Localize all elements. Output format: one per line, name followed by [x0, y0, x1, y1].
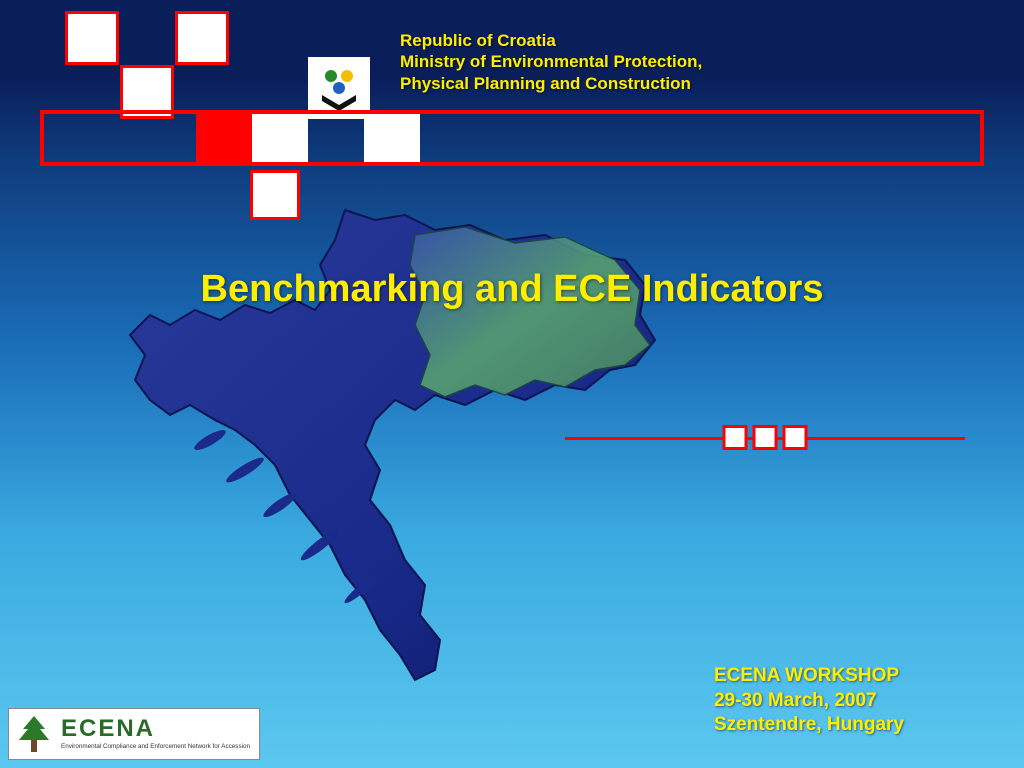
- header-line3: Physical Planning and Construction: [400, 73, 702, 94]
- checker-square: [65, 11, 119, 65]
- ministry-icon: [316, 65, 362, 111]
- header-line1: Republic of Croatia: [400, 30, 702, 51]
- footer-text: ECENA WORKSHOP 29-30 March, 2007 Szenten…: [714, 664, 904, 738]
- slide: Republic of Croatia Ministry of Environm…: [0, 0, 1024, 768]
- ecena-acronym: ECENA: [61, 717, 250, 741]
- footer-line2: 29-30 March, 2007: [714, 689, 904, 714]
- divider: [565, 425, 965, 453]
- ecena-logo: ECENA Environmental Compliance and Enfor…: [8, 708, 260, 760]
- divider-square: [723, 425, 748, 450]
- divider-square: [783, 425, 808, 450]
- footer-line1: ECENA WORKSHOP: [714, 664, 904, 689]
- divider-square: [753, 425, 778, 450]
- ecena-tagline: Environmental Compliance and Enforcement…: [61, 743, 250, 751]
- header-line2: Ministry of Environmental Protection,: [400, 51, 702, 72]
- footer-line3: Szentendre, Hungary: [714, 713, 904, 738]
- checker-square: [175, 11, 229, 65]
- tree-icon: [15, 714, 53, 754]
- header-text: Republic of Croatia Ministry of Environm…: [400, 30, 702, 94]
- slide-title: Benchmarking and ECE Indicators: [0, 268, 1024, 311]
- red-bar: [40, 110, 984, 166]
